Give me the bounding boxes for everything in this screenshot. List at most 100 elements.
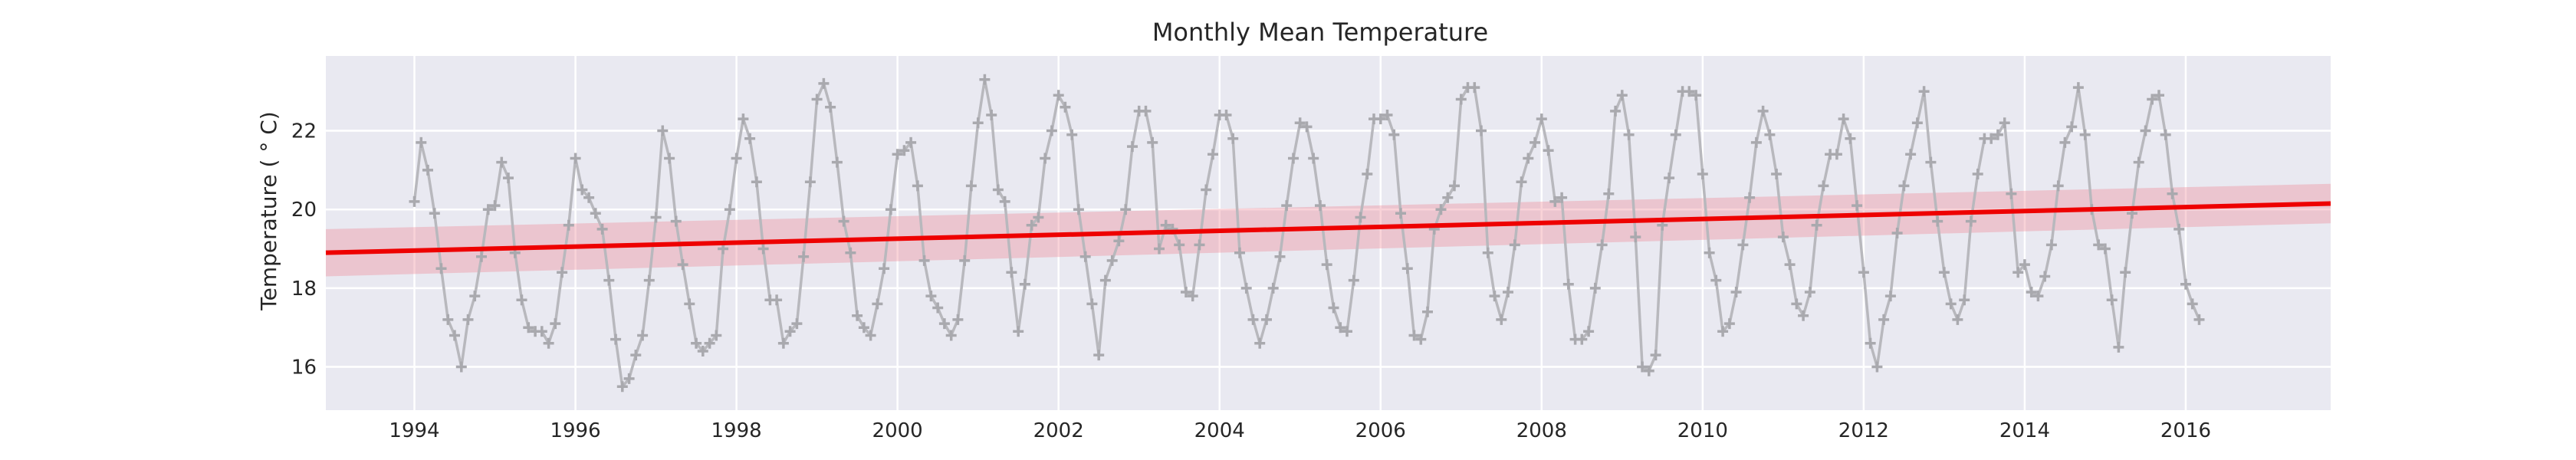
data-point-marker bbox=[999, 196, 1010, 207]
x-tick-label: 2010 bbox=[1677, 419, 1728, 442]
data-point-marker bbox=[2154, 90, 2164, 101]
data-point-marker bbox=[2147, 94, 2158, 105]
data-point-marker bbox=[455, 361, 467, 373]
data-point-marker bbox=[1925, 156, 1937, 168]
data-point-marker bbox=[885, 204, 896, 215]
data-point-marker bbox=[1274, 251, 1286, 262]
data-point-marker bbox=[1838, 113, 1849, 125]
data-point-marker bbox=[2174, 223, 2185, 235]
data-point-marker bbox=[899, 145, 910, 156]
data-point-marker bbox=[1811, 219, 1822, 231]
data-point-marker bbox=[1415, 334, 1427, 345]
data-point-marker bbox=[2106, 294, 2118, 306]
data-point-marker bbox=[2052, 180, 2064, 192]
x-axis-ticks: 1994 1996 1998 2000 2002 2004 2006 2008 2010 2012… bbox=[389, 419, 2211, 442]
data-point-marker bbox=[2059, 136, 2071, 148]
data-point-marker bbox=[1757, 105, 1769, 117]
data-point-marker bbox=[1684, 86, 1695, 97]
data-point-marker bbox=[1737, 239, 1749, 251]
x-tick-label: 2008 bbox=[1516, 419, 1567, 442]
data-point-marker bbox=[1422, 306, 1433, 317]
data-point-marker bbox=[1301, 121, 1313, 133]
data-point-marker bbox=[1938, 267, 1950, 278]
data-point-marker bbox=[496, 156, 508, 168]
trend-line bbox=[325, 201, 2331, 255]
data-point-marker bbox=[1784, 259, 1796, 271]
data-point-marker bbox=[972, 117, 984, 129]
data-point-marker bbox=[879, 263, 890, 274]
data-point-marker bbox=[1630, 232, 1641, 243]
data-point-marker bbox=[543, 337, 554, 349]
x-tick-label: 2012 bbox=[1838, 419, 1889, 442]
data-point-marker bbox=[1375, 113, 1386, 125]
data-point-marker bbox=[2133, 156, 2144, 168]
data-point-marker bbox=[1704, 247, 1715, 258]
data-point-marker bbox=[1046, 125, 1057, 136]
data-point-marker bbox=[865, 330, 876, 341]
data-point-marker bbox=[409, 196, 420, 207]
data-point-marker bbox=[1267, 282, 1279, 294]
data-point-marker bbox=[1831, 149, 1842, 160]
data-point-marker bbox=[570, 153, 581, 164]
data-point-marker bbox=[1455, 94, 1467, 105]
data-point-marker bbox=[784, 326, 796, 337]
data-point-marker bbox=[1026, 219, 1037, 231]
data-point-marker bbox=[1006, 267, 1017, 278]
data-point-marker bbox=[925, 291, 937, 302]
data-point-marker bbox=[1401, 263, 1413, 274]
data-point-marker bbox=[1691, 90, 1702, 101]
data-point-marker bbox=[751, 176, 762, 188]
data-point-marker bbox=[1482, 247, 1493, 258]
data-point-marker bbox=[1288, 153, 1299, 164]
data-point-marker bbox=[503, 172, 514, 184]
data-point-marker bbox=[1596, 239, 1608, 251]
data-point-marker bbox=[2066, 121, 2078, 133]
data-point-marker bbox=[744, 133, 756, 144]
data-point-marker bbox=[1154, 243, 1165, 255]
data-point-marker bbox=[1294, 117, 1306, 129]
data-point-marker bbox=[1106, 255, 1118, 266]
data-point-marker bbox=[1362, 169, 1373, 179]
data-point-marker bbox=[1435, 204, 1447, 215]
data-point-marker bbox=[1315, 200, 1326, 212]
data-point-marker bbox=[650, 212, 662, 223]
data-point-marker bbox=[1710, 274, 1722, 286]
data-point-marker bbox=[1019, 278, 1030, 290]
data-point-marker bbox=[1408, 330, 1420, 341]
data-point-marker bbox=[757, 243, 769, 255]
x-tick-label: 2002 bbox=[1033, 419, 1084, 442]
data-point-marker bbox=[1221, 110, 1232, 120]
data-point-marker bbox=[637, 330, 649, 341]
observation-markers bbox=[409, 74, 2205, 393]
data-point-marker bbox=[630, 350, 642, 361]
data-point-marker bbox=[1603, 188, 1615, 199]
data-point-marker bbox=[979, 74, 991, 85]
data-point-marker bbox=[2160, 129, 2171, 140]
data-point-marker bbox=[2093, 239, 2104, 251]
data-point-marker bbox=[932, 302, 944, 314]
data-point-marker bbox=[1509, 239, 1520, 251]
y-tick-label: 22 bbox=[291, 120, 317, 143]
data-point-marker bbox=[738, 113, 749, 125]
data-point-marker bbox=[938, 318, 950, 330]
data-point-marker bbox=[1562, 278, 1574, 290]
data-point-marker bbox=[1227, 133, 1239, 144]
data-point-marker bbox=[1060, 101, 1071, 113]
data-point-marker bbox=[2140, 125, 2151, 136]
data-point-marker bbox=[777, 337, 789, 349]
data-point-marker bbox=[1959, 294, 1970, 306]
data-point-marker bbox=[1965, 215, 1976, 227]
data-point-marker bbox=[1650, 350, 1661, 361]
data-point-marker bbox=[731, 153, 742, 164]
data-point-marker bbox=[1697, 169, 1708, 179]
data-point-marker bbox=[1194, 239, 1205, 251]
data-point-marker bbox=[657, 125, 669, 136]
data-point-marker bbox=[1160, 219, 1171, 231]
data-point-marker bbox=[992, 184, 1004, 196]
data-point-marker bbox=[986, 110, 997, 120]
data-point-marker bbox=[1576, 334, 1588, 345]
data-point-marker bbox=[1040, 153, 1051, 164]
data-point-marker bbox=[1240, 282, 1252, 294]
data-point-marker bbox=[1140, 105, 1152, 117]
data-point-marker bbox=[1764, 129, 1776, 140]
